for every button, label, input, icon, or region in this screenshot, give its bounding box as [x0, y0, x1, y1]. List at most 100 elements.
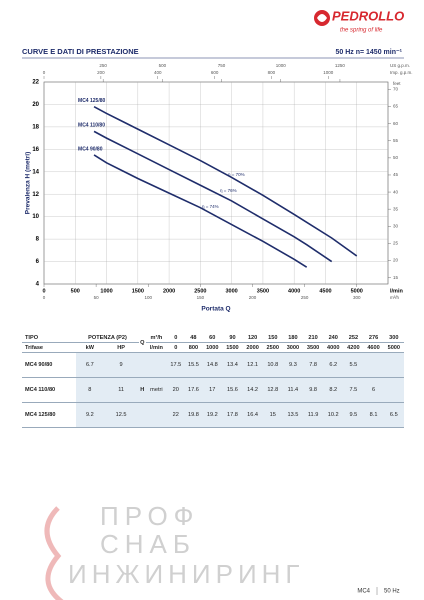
y-tick-label: 22 — [32, 80, 39, 86]
table-cell: 17 — [202, 377, 223, 403]
table-cell: 1000 — [202, 342, 223, 353]
y2-unit: feet — [393, 81, 401, 86]
table-cell: 2500 — [262, 342, 283, 353]
y-tick-label: 16 — [32, 147, 39, 153]
table-cell — [383, 352, 404, 378]
y2-tick-label: 30 — [393, 223, 399, 228]
table-cell — [363, 352, 384, 378]
table-cell: 17.6 — [184, 377, 203, 403]
table-cell: 48 — [184, 333, 203, 343]
table-cell: 3500 — [303, 342, 324, 353]
x2-tick-label: 50 — [94, 295, 100, 300]
table-cell: 7.8 — [303, 352, 324, 378]
table-cell: MC4 125/80 — [22, 402, 77, 428]
table-cell: 17.8 — [222, 402, 243, 428]
x-tick-label: 4000 — [288, 288, 300, 294]
x-tick-label: 2500 — [194, 288, 206, 294]
table-cell: 12.1 — [242, 352, 263, 378]
x-tick-label: 3000 — [226, 288, 238, 294]
table-cell: 9.2 — [76, 402, 104, 428]
x2-tick-label: 150 — [197, 295, 205, 300]
table-cell: 252 — [343, 333, 364, 343]
annotation: η = 76% — [220, 188, 237, 193]
table-cell: 10.2 — [323, 402, 344, 428]
table-cell: 800 — [184, 342, 203, 353]
tagline: the spring of life — [340, 28, 383, 34]
x2-tick-label: 300 — [353, 295, 361, 300]
table-cell: HP — [103, 342, 139, 353]
x-tick-label: 0 — [42, 288, 45, 294]
annotation: η = 74% — [202, 204, 219, 209]
table-cell: 90 — [222, 333, 243, 343]
table-cell: 13.5 — [282, 402, 303, 428]
table-cell: 5000 — [383, 342, 404, 353]
section-title: CURVE E DATI DI PRESTAZIONE — [22, 47, 139, 56]
table-cell: 20 — [166, 377, 185, 403]
x2-unit: m³/h — [390, 295, 399, 300]
table-cell: m³/h — [145, 333, 167, 343]
table-cell: 276 — [363, 333, 384, 343]
section-spec: 50 Hz n= 1450 min⁻¹ — [335, 49, 402, 56]
table-cell: 60 — [202, 333, 223, 343]
table-cell: 4600 — [363, 342, 384, 353]
x4-unit: Imp. g.p.m. — [390, 70, 413, 75]
table-cell: 240 — [323, 333, 344, 343]
table-cell: 3000 — [282, 342, 303, 353]
chart: 0 500 1000 1500 2000 2500 3000 3500 4000 4500 5000… — [25, 63, 413, 313]
x4-tick-label: 200 — [97, 70, 105, 75]
table-cell: 5.5 — [343, 352, 364, 378]
watermark-text: ПРОФ — [100, 501, 199, 531]
footer-model: MC4 — [357, 589, 370, 595]
table-cell: Trifase — [22, 342, 77, 353]
x-tick-label: 1500 — [132, 288, 144, 294]
x4-tick-label: 600 — [211, 70, 219, 75]
table-row: MC4 90/80 6.7 9 17.5 15.5 14.8 13.4 12.1 10.8 9.3… — [22, 352, 404, 378]
y-tick-label: 14 — [32, 169, 39, 175]
y-tick-label: 8 — [36, 237, 40, 243]
x3-tick-label: 750 — [218, 63, 226, 68]
table-cell: 6.5 — [383, 402, 404, 428]
logo-shape — [317, 14, 327, 22]
y-tick-label: 4 — [36, 282, 40, 288]
y2-tick-label: 70 — [393, 87, 399, 92]
x-tick-label: 1000 — [100, 288, 112, 294]
plot-area — [43, 81, 389, 285]
table-cell: 9.8 — [303, 377, 324, 403]
x3-unit: US g.p.m. — [390, 63, 410, 68]
y-tick-label: 20 — [32, 102, 39, 108]
table-cell: 10.8 — [262, 352, 283, 378]
table-cell: 8 — [76, 377, 104, 403]
table-cell: 17.5 — [166, 352, 185, 378]
table-cell: MC4 90/80 — [22, 352, 77, 378]
table-cell: 9.3 — [282, 352, 303, 378]
table-cell: 12.5 — [103, 402, 139, 428]
table-row: Trifase kW HP l/min 0 800 1000 1500 2000 2500 3000… — [22, 342, 404, 353]
table-row: MC4 125/80 9.2 12.5 22 19.8 19.2 17.8 16.4 15 13.… — [22, 402, 404, 428]
table-cell: 19.2 — [202, 402, 223, 428]
table-cell: l/min — [145, 342, 167, 353]
annotation: η = 70% — [228, 172, 245, 177]
table-cell: 120 — [242, 333, 263, 343]
footer-freq: 50 Hz — [384, 589, 400, 595]
table-cell: 8.2 — [323, 377, 344, 403]
y2-tick-label: 50 — [393, 155, 399, 160]
table-cell: 13.4 — [222, 352, 243, 378]
table-cell: 14.2 — [242, 377, 263, 403]
x-axis-label: Portata Q — [201, 306, 230, 313]
curve-label: MC4 125/80 — [78, 98, 105, 104]
y2-tick-label: 55 — [393, 138, 399, 143]
table-cell: 11.9 — [303, 402, 324, 428]
curve-label: MC4 90/80 — [78, 146, 103, 152]
table-cell: 15.6 — [222, 377, 243, 403]
x4-tick-label: 400 — [154, 70, 162, 75]
curve — [93, 105, 358, 257]
x-tick-label: 2000 — [163, 288, 175, 294]
x-tick-label: 4500 — [319, 288, 331, 294]
x3-tick-label: 1250 — [335, 63, 346, 68]
table-cell — [138, 352, 146, 378]
table-cell: metri — [145, 377, 167, 403]
y2-tick-label: 40 — [393, 189, 399, 194]
